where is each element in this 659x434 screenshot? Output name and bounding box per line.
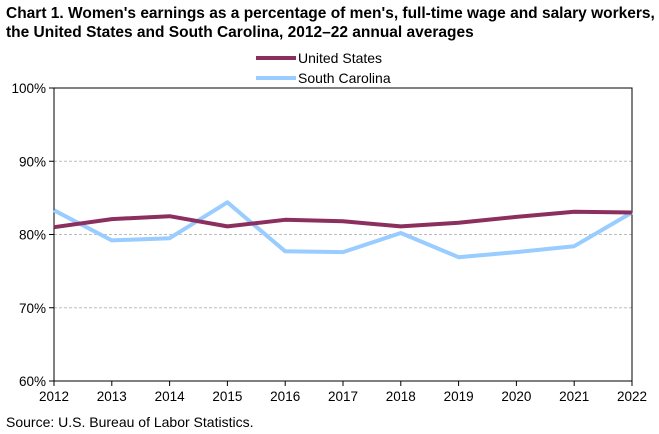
x-tick-label: 2019 (444, 389, 474, 404)
x-tick-label: 2016 (270, 389, 300, 404)
y-tick-label: 80% (19, 228, 46, 243)
legend-label: United States (298, 50, 382, 66)
x-tick-label: 2021 (559, 389, 589, 404)
legend-label: South Carolina (298, 70, 391, 86)
x-tick-label: 2012 (39, 389, 69, 404)
x-tick-label: 2013 (97, 389, 127, 404)
x-tick-label: 2018 (386, 389, 416, 404)
series-lines (53, 200, 634, 260)
y-tick-label: 70% (19, 301, 46, 316)
x-axis: 2012 2013 2014 2015 2016 2017 2018 2019 2020 2021… (39, 381, 647, 404)
series-line-united-states (53, 209, 633, 230)
y-tick-label: 60% (19, 374, 46, 389)
x-tick-label: 2020 (501, 389, 531, 404)
series-line-south-carolina (53, 200, 634, 260)
legend: United States South Carolina (256, 50, 391, 86)
x-tick-label: 2017 (328, 389, 358, 404)
y-axis: 60% 70% 80% 90% 100% (11, 81, 54, 389)
y-tick-label: 100% (11, 81, 46, 96)
y-tick-label: 90% (19, 154, 46, 169)
x-tick-label: 2014 (155, 389, 186, 404)
source-note: Source: U.S. Bureau of Labor Statistics. (6, 414, 254, 430)
x-tick-label: 2015 (212, 389, 242, 404)
chart-title: Chart 1. Women's earnings as a percentag… (6, 5, 655, 41)
gridlines (54, 160, 632, 309)
x-tick-label: 2022 (617, 389, 647, 404)
